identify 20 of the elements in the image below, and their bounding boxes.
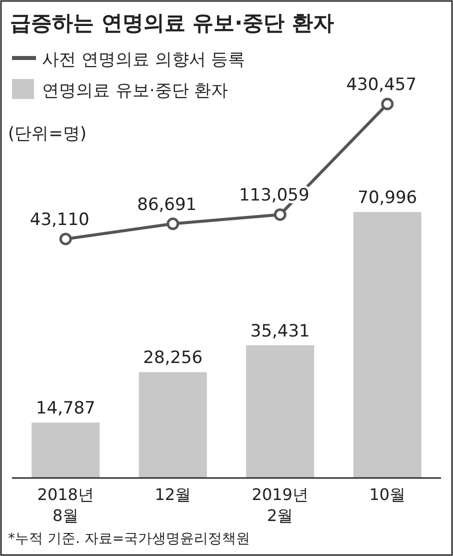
bar bbox=[138, 372, 207, 478]
data-label: 28,256 bbox=[143, 348, 203, 368]
data-label: 35,431 bbox=[250, 321, 310, 342]
text: *누적 기준. 자료=국가생명윤리정책원 bbox=[8, 531, 250, 547]
text: (단위=명) bbox=[8, 124, 87, 144]
chart-title: 급증하는 연명의료 유보·중단 환자 bbox=[10, 11, 334, 35]
bar bbox=[246, 345, 314, 478]
legend-label: 사전 연명의료 의향서 등록 bbox=[42, 50, 246, 70]
data-label: 14,787 bbox=[36, 398, 96, 419]
data-label: 70,996 bbox=[358, 188, 418, 208]
data-label: 430,457 bbox=[346, 75, 417, 95]
data-label: 43,110 bbox=[30, 210, 90, 230]
legend-label: 연명의료 유보·중단 환자 bbox=[42, 81, 228, 101]
x-tick-label: 2018년 8월 bbox=[37, 485, 94, 525]
x-tick-label: 2019년 2월 bbox=[252, 485, 308, 525]
bar bbox=[353, 212, 422, 478]
x-tick-label: 12월 bbox=[154, 485, 192, 504]
x-tick-label: 10월 bbox=[369, 485, 406, 504]
data-label: 86,691 bbox=[137, 194, 197, 215]
bar bbox=[32, 422, 100, 478]
